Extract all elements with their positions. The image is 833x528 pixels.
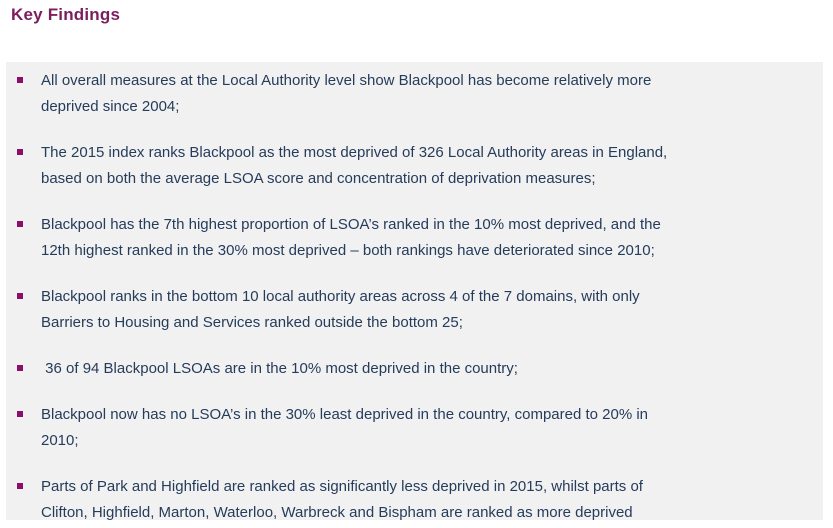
finding-text: 36 of 94 Blackpool LSOAs are in the 10% … bbox=[41, 360, 518, 377]
finding-text: Parts of Park and Highfield are ranked a… bbox=[41, 478, 643, 520]
finding-text: Blackpool now has no LSOA’s in the 30% l… bbox=[41, 406, 649, 449]
list-item: All overall measures at the Local Author… bbox=[6, 68, 823, 120]
page-title: Key Findings bbox=[11, 5, 121, 24]
finding-text: Blackpool ranks in the bottom 10 local a… bbox=[41, 288, 640, 331]
bullet-square-icon bbox=[17, 483, 23, 489]
finding-text: All overall measures at the Local Author… bbox=[41, 72, 652, 115]
list-item: Blackpool ranks in the bottom 10 local a… bbox=[6, 284, 823, 336]
bullet-square-icon bbox=[17, 221, 23, 227]
finding-text: The 2015 index ranks Blackpool as the mo… bbox=[41, 144, 668, 187]
finding-text: Blackpool has the 7th highest proportion… bbox=[41, 216, 661, 259]
bullet-square-icon bbox=[17, 149, 23, 155]
bullet-square-icon bbox=[17, 77, 23, 83]
bullet-square-icon bbox=[17, 411, 23, 417]
bullet-square-icon bbox=[17, 365, 23, 371]
list-item: Parts of Park and Highfield are ranked a… bbox=[6, 474, 823, 520]
bullet-square-icon bbox=[17, 293, 23, 299]
list-item: Blackpool now has no LSOA’s in the 30% l… bbox=[6, 402, 823, 454]
list-item: Blackpool has the 7th highest proportion… bbox=[6, 212, 823, 264]
list-item: The 2015 index ranks Blackpool as the mo… bbox=[6, 140, 823, 192]
key-findings-panel: All overall measures at the Local Author… bbox=[6, 62, 823, 520]
list-item: 36 of 94 Blackpool LSOAs are in the 10% … bbox=[6, 356, 823, 382]
